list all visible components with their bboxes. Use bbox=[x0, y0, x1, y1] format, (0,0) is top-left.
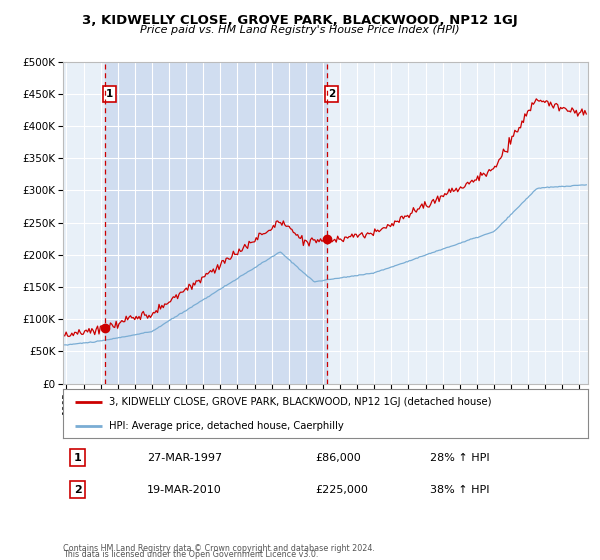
Text: £225,000: £225,000 bbox=[315, 485, 368, 494]
Text: 19-MAR-2010: 19-MAR-2010 bbox=[147, 485, 222, 494]
Text: Price paid vs. HM Land Registry's House Price Index (HPI): Price paid vs. HM Land Registry's House … bbox=[140, 25, 460, 35]
Text: This data is licensed under the Open Government Licence v3.0.: This data is licensed under the Open Gov… bbox=[63, 550, 319, 559]
Text: 38% ↑ HPI: 38% ↑ HPI bbox=[431, 485, 490, 494]
Text: 2: 2 bbox=[74, 485, 82, 494]
Text: 27-MAR-1997: 27-MAR-1997 bbox=[147, 453, 222, 463]
Text: 3, KIDWELLY CLOSE, GROVE PARK, BLACKWOOD, NP12 1GJ: 3, KIDWELLY CLOSE, GROVE PARK, BLACKWOOD… bbox=[82, 14, 518, 27]
Text: Contains HM Land Registry data © Crown copyright and database right 2024.: Contains HM Land Registry data © Crown c… bbox=[63, 544, 375, 553]
Bar bbox=[104, 62, 326, 384]
Text: 1: 1 bbox=[74, 453, 82, 463]
Text: £86,000: £86,000 bbox=[315, 453, 361, 463]
Text: HPI: Average price, detached house, Caerphilly: HPI: Average price, detached house, Caer… bbox=[109, 421, 344, 431]
Text: 28% ↑ HPI: 28% ↑ HPI bbox=[431, 453, 490, 463]
Text: 3, KIDWELLY CLOSE, GROVE PARK, BLACKWOOD, NP12 1GJ (detached house): 3, KIDWELLY CLOSE, GROVE PARK, BLACKWOOD… bbox=[109, 398, 492, 408]
Text: 2: 2 bbox=[328, 89, 335, 99]
Text: 1: 1 bbox=[106, 89, 113, 99]
